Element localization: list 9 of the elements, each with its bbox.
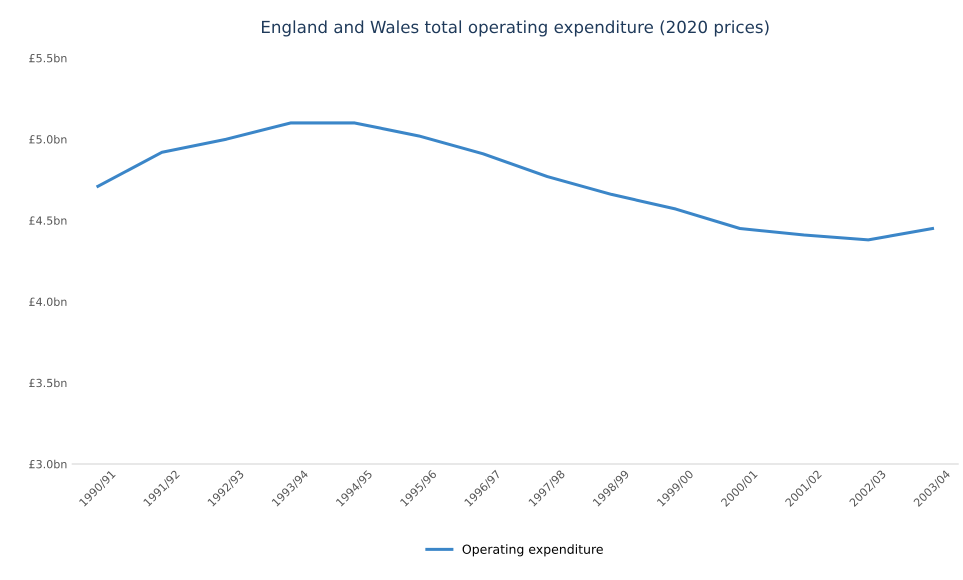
chart-title: England and Wales total operating expenditure (2020 prices) (262, 20, 769, 36)
line-series (96, 121, 934, 242)
y-tick-label: £4.5bn (29, 216, 66, 225)
y-tick-label: £5.0bn (29, 134, 66, 144)
y-tick-label: £5.5bn (29, 54, 66, 62)
y-tick-label: £3.5bn (29, 378, 66, 388)
y-tick-label: £4.0bn (29, 297, 66, 306)
legend-label: Operating expenditure (462, 544, 603, 556)
y-tick-label: £3.0bn (29, 460, 66, 468)
